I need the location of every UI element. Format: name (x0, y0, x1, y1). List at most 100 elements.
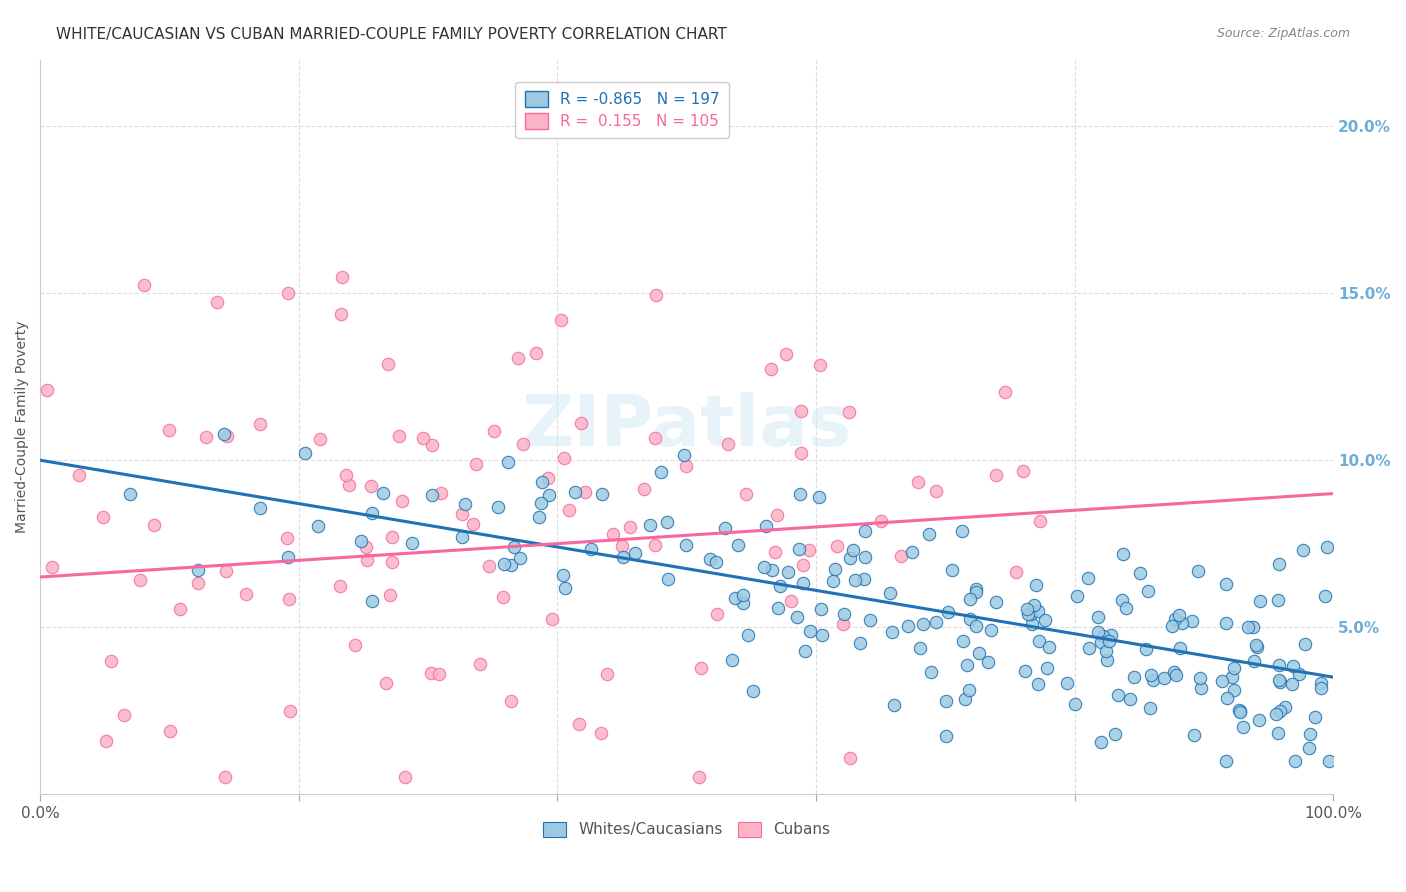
Point (859, 613, 882, 627)
Point (482, 425, 505, 439)
Point (792, 558, 814, 573)
Point (1313, 589, 1336, 603)
Point (880, 624, 903, 639)
Point (277, 286, 299, 301)
Point (100, 654, 122, 668)
Point (1270, 674, 1292, 689)
Point (787, 541, 810, 556)
Point (1153, 671, 1175, 685)
Point (450, 508, 472, 522)
Point (401, 536, 423, 550)
Point (1237, 620, 1260, 634)
Point (96, 734, 118, 748)
Point (644, 287, 666, 301)
Point (766, 508, 789, 522)
Point (1090, 735, 1112, 749)
Point (350, 534, 373, 549)
Point (568, 717, 591, 731)
Point (591, 726, 613, 740)
Point (737, 628, 759, 642)
Point (530, 475, 553, 489)
Point (831, 617, 853, 632)
Point (1112, 547, 1135, 561)
Point (509, 550, 531, 565)
Point (205, 295, 228, 310)
Point (465, 457, 488, 471)
Point (952, 633, 974, 648)
Point (91, 510, 114, 524)
Point (824, 562, 846, 576)
Point (524, 346, 547, 360)
Point (1246, 640, 1268, 655)
Point (908, 640, 931, 655)
Point (852, 572, 875, 586)
Point (938, 605, 960, 619)
Point (1223, 661, 1246, 675)
Point (41, 560, 63, 574)
Point (574, 484, 596, 499)
Point (394, 770, 416, 784)
Point (965, 585, 987, 599)
Point (967, 647, 990, 661)
Point (1164, 612, 1187, 626)
Point (810, 602, 832, 616)
Point (1142, 673, 1164, 687)
Point (1098, 633, 1121, 648)
Point (381, 530, 404, 544)
Point (1268, 557, 1291, 571)
Point (1309, 681, 1331, 695)
Point (890, 549, 912, 564)
Point (727, 538, 749, 552)
Point (235, 587, 257, 601)
Point (1021, 607, 1043, 621)
Point (388, 429, 411, 443)
Point (1282, 659, 1305, 673)
Point (977, 656, 1000, 670)
Point (1222, 670, 1244, 684)
Point (550, 313, 572, 327)
Point (623, 547, 645, 561)
Point (1095, 643, 1118, 657)
Point (638, 517, 661, 532)
Point (420, 438, 443, 452)
Point (766, 601, 789, 615)
Point (853, 550, 876, 565)
Point (35, 384, 58, 398)
Point (965, 582, 987, 596)
Point (537, 488, 560, 502)
Point (821, 574, 844, 588)
Point (537, 471, 560, 485)
Point (810, 358, 832, 372)
Point (797, 543, 820, 558)
Point (825, 539, 848, 553)
Point (502, 540, 524, 554)
Point (924, 484, 946, 499)
Point (1111, 593, 1133, 607)
Point (911, 616, 934, 631)
Point (754, 560, 776, 574)
Point (688, 770, 710, 784)
Point (602, 527, 624, 541)
Point (554, 581, 576, 595)
Point (1029, 514, 1052, 528)
Point (720, 653, 742, 667)
Point (569, 416, 592, 430)
Point (1161, 619, 1184, 633)
Point (644, 538, 666, 552)
Y-axis label: Married-Couple Family Poverty: Married-Couple Family Poverty (15, 320, 30, 533)
Point (67, 467, 90, 482)
Point (132, 278, 155, 293)
Point (610, 539, 633, 553)
Point (1229, 705, 1251, 719)
Point (564, 484, 586, 499)
Point (994, 384, 1017, 399)
Point (541, 612, 564, 626)
Point (276, 531, 298, 545)
Point (1310, 676, 1333, 690)
Point (1184, 728, 1206, 742)
Point (672, 448, 695, 462)
Point (1099, 628, 1122, 642)
Point (1168, 640, 1191, 655)
Point (1265, 706, 1288, 721)
Point (1014, 664, 1036, 678)
